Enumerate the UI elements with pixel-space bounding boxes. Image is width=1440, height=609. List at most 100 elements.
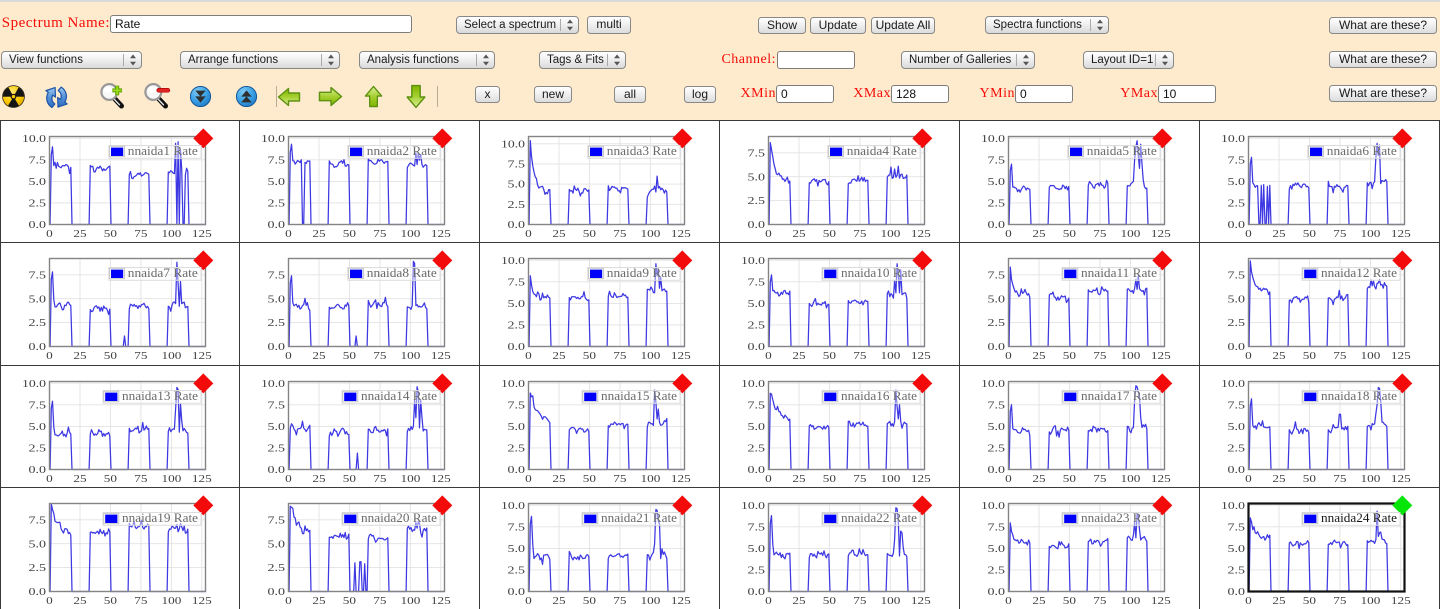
svg-text:75: 75: [853, 350, 867, 362]
svg-text:25: 25: [552, 350, 566, 362]
svg-text:0: 0: [765, 350, 772, 362]
svg-text:2.5: 2.5: [1228, 317, 1246, 329]
svg-text:2.5: 2.5: [29, 317, 47, 329]
svg-text:10.0: 10.0: [741, 500, 766, 512]
svg-text:2.5: 2.5: [508, 320, 526, 332]
svg-text:0: 0: [765, 228, 772, 240]
svg-text:25: 25: [73, 473, 87, 485]
svg-text:nnaida21 Rate: nnaida21 Rate: [601, 510, 677, 525]
svg-text:2.5: 2.5: [988, 198, 1006, 210]
svg-text:7.5: 7.5: [268, 154, 286, 166]
svg-text:25: 25: [1032, 595, 1046, 607]
svg-text:0.0: 0.0: [508, 464, 526, 476]
svg-text:125: 125: [1151, 595, 1171, 607]
svg-text:nnaida11 Rate: nnaida11 Rate: [1081, 265, 1157, 280]
svg-text:100: 100: [401, 473, 421, 485]
svg-text:50: 50: [1303, 350, 1317, 362]
svg-text:50: 50: [1063, 473, 1077, 485]
svg-text:7.5: 7.5: [1228, 521, 1246, 533]
svg-text:125: 125: [192, 595, 212, 607]
svg-text:0: 0: [525, 473, 532, 485]
svg-text:25: 25: [1032, 350, 1046, 362]
svg-text:0: 0: [46, 595, 53, 607]
svg-text:nnaida23 Rate: nnaida23 Rate: [1081, 510, 1157, 525]
svg-text:0.0: 0.0: [29, 586, 47, 598]
svg-text:10.0: 10.0: [981, 133, 1006, 145]
svg-text:10.0: 10.0: [501, 377, 526, 389]
svg-text:75: 75: [1333, 350, 1347, 362]
svg-text:50: 50: [104, 350, 118, 362]
svg-text:0.0: 0.0: [1228, 341, 1246, 353]
svg-text:75: 75: [853, 473, 867, 485]
svg-text:75: 75: [134, 473, 148, 485]
svg-text:75: 75: [1333, 473, 1347, 485]
svg-text:125: 125: [911, 595, 931, 607]
svg-text:125: 125: [431, 473, 451, 485]
svg-text:50: 50: [343, 350, 357, 362]
svg-text:7.5: 7.5: [1228, 270, 1246, 282]
svg-text:50: 50: [1063, 350, 1077, 362]
svg-text:100: 100: [162, 473, 182, 485]
svg-text:7.5: 7.5: [1228, 399, 1246, 411]
svg-text:125: 125: [1151, 473, 1171, 485]
svg-text:50: 50: [343, 228, 357, 240]
svg-text:100: 100: [1121, 228, 1141, 240]
svg-text:nnaida20 Rate: nnaida20 Rate: [361, 510, 437, 525]
svg-text:7.5: 7.5: [508, 159, 526, 171]
svg-text:50: 50: [1063, 228, 1077, 240]
svg-text:2.5: 2.5: [748, 442, 766, 454]
svg-text:2.5: 2.5: [508, 564, 526, 576]
svg-text:0.0: 0.0: [29, 219, 47, 231]
svg-text:2.5: 2.5: [988, 564, 1006, 576]
svg-text:5.0: 5.0: [268, 421, 286, 433]
svg-text:125: 125: [1391, 228, 1411, 240]
svg-text:25: 25: [312, 595, 326, 607]
svg-text:0.0: 0.0: [748, 586, 766, 598]
svg-text:100: 100: [1121, 473, 1141, 485]
svg-text:10.0: 10.0: [261, 377, 286, 389]
svg-text:10.0: 10.0: [741, 377, 766, 389]
svg-text:25: 25: [792, 350, 806, 362]
svg-text:100: 100: [641, 595, 661, 607]
svg-text:7.5: 7.5: [268, 399, 286, 411]
svg-text:50: 50: [343, 473, 357, 485]
svg-text:125: 125: [431, 350, 451, 362]
svg-text:5.0: 5.0: [988, 421, 1006, 433]
svg-text:125: 125: [911, 473, 931, 485]
svg-text:0: 0: [765, 473, 772, 485]
svg-text:7.5: 7.5: [268, 514, 286, 526]
svg-text:50: 50: [104, 473, 118, 485]
svg-text:nnaida17 Rate: nnaida17 Rate: [1081, 388, 1157, 403]
svg-text:5.0: 5.0: [268, 176, 286, 188]
svg-text:2.5: 2.5: [508, 199, 526, 211]
svg-text:0: 0: [1245, 595, 1252, 607]
svg-text:2.5: 2.5: [1228, 198, 1246, 210]
svg-text:nnaida9 Rate: nnaida9 Rate: [607, 265, 677, 280]
svg-text:nnaida12 Rate: nnaida12 Rate: [1321, 265, 1397, 280]
svg-text:2.5: 2.5: [29, 198, 47, 210]
svg-text:75: 75: [853, 595, 867, 607]
svg-text:75: 75: [373, 350, 387, 362]
svg-text:100: 100: [641, 350, 661, 362]
svg-text:75: 75: [613, 350, 627, 362]
svg-text:125: 125: [1151, 350, 1171, 362]
svg-text:0: 0: [1005, 350, 1012, 362]
svg-text:125: 125: [192, 228, 212, 240]
svg-text:75: 75: [1093, 595, 1107, 607]
svg-text:0: 0: [46, 228, 53, 240]
svg-text:2.5: 2.5: [988, 317, 1006, 329]
svg-text:50: 50: [823, 228, 837, 240]
svg-text:5.0: 5.0: [508, 179, 526, 191]
svg-text:0.0: 0.0: [748, 341, 766, 353]
svg-text:0.0: 0.0: [748, 219, 766, 231]
svg-text:50: 50: [1303, 228, 1317, 240]
svg-text:100: 100: [881, 228, 901, 240]
svg-text:100: 100: [641, 228, 661, 240]
svg-text:0: 0: [525, 350, 532, 362]
svg-text:10.0: 10.0: [501, 255, 526, 267]
svg-text:0: 0: [285, 350, 292, 362]
svg-text:125: 125: [911, 228, 931, 240]
svg-text:50: 50: [1303, 473, 1317, 485]
svg-text:100: 100: [641, 473, 661, 485]
svg-text:25: 25: [552, 473, 566, 485]
